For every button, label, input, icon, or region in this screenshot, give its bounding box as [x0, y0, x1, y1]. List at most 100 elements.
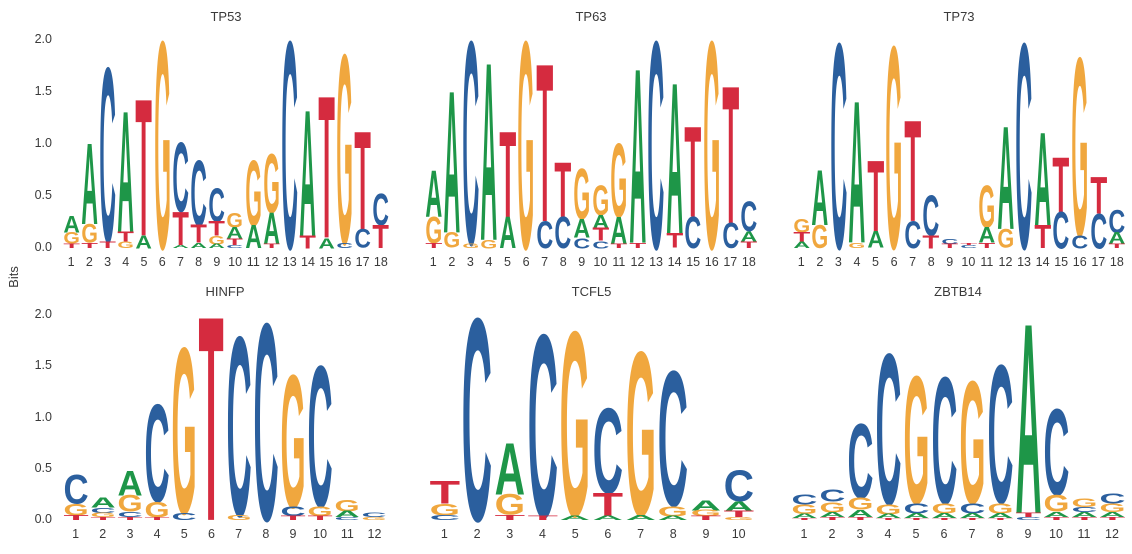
svg-text:C: C: [253, 265, 278, 554]
logo-letter-G: G: [336, 0, 353, 301]
x-tick-label: 11: [980, 255, 994, 269]
logo-letter-A: A: [245, 219, 262, 256]
logo-letter-C: C: [253, 265, 279, 554]
logo-letter-G: G: [875, 501, 902, 518]
y-tick-label: 1.5: [34, 358, 52, 373]
svg-text:T: T: [1043, 516, 1069, 521]
svg-text:C: C: [145, 375, 170, 532]
logo-letter-G: G: [226, 208, 244, 232]
logo-letter-C: C: [354, 223, 371, 254]
x-tick-label: 10: [731, 527, 746, 541]
logo-letter-G: G: [848, 241, 866, 249]
logo-letter-G: G: [462, 242, 480, 249]
logo-panel-zbtb14: ZBTB14 C G A T C G A T C G A T C G A T G C A T C G A T G C A T C G A T A T…: [790, 268, 1126, 554]
logo-letter-G: G: [117, 490, 143, 517]
x-tick-label: 9: [1024, 527, 1032, 541]
svg-text:A: A: [117, 463, 142, 503]
y-tick-label: 1.5: [34, 84, 52, 98]
svg-text:T: T: [685, 99, 702, 245]
logo-letter-A: A: [592, 515, 624, 522]
logo-letter-G: G: [573, 155, 591, 235]
logo-panel-hinfp: HINFP C G T A C G T A G C T C G T G C T C G C G C T C G T G A C C G 1 2 3 4…: [35, 256, 388, 554]
svg-text:T: T: [1053, 142, 1070, 229]
svg-text:G: G: [63, 501, 88, 519]
logo-column: C: [647, 0, 666, 311]
x-tick-label: 5: [140, 255, 148, 269]
x-tick-label: 7: [541, 255, 549, 269]
logo-letter-G: G: [559, 278, 591, 554]
x-tick-label: 5: [504, 255, 511, 269]
logo-letter-T: T: [135, 59, 153, 278]
svg-text:T: T: [593, 487, 623, 523]
svg-text:T: T: [740, 240, 757, 250]
logo-letter-T: T: [793, 230, 811, 245]
logo-letter-A: A: [1043, 510, 1070, 518]
svg-text:C: C: [593, 384, 623, 520]
logo-letter-T: T: [372, 219, 390, 256]
svg-text:T: T: [429, 475, 459, 511]
x-tick-label: 9: [702, 527, 710, 541]
x-tick-label: 2: [473, 527, 481, 541]
x-tick-label: 11: [340, 527, 354, 541]
svg-text:A: A: [190, 241, 207, 250]
svg-text:T: T: [931, 517, 957, 520]
logo-letter-G: G: [931, 500, 958, 517]
logo-letter-C: C: [592, 239, 610, 251]
svg-text:C: C: [1090, 204, 1107, 259]
logo-letter-A: A: [117, 76, 135, 269]
logo-letter-G: G: [171, 299, 197, 554]
svg-text:G: G: [791, 502, 817, 517]
svg-text:A: A: [1108, 229, 1125, 248]
logo-letter-T: T: [904, 91, 922, 253]
logo-letter-A: A: [135, 231, 153, 252]
svg-text:C: C: [941, 237, 958, 245]
logo-letter-G: G: [425, 209, 443, 251]
logo-letter-A: A: [573, 213, 591, 244]
logo-letter-G: G: [819, 499, 846, 516]
logo-letter-A: A: [1108, 229, 1126, 248]
logo-column: G: [885, 0, 904, 310]
y-tick-label: 0.5: [34, 460, 52, 475]
logo-letter-C: C: [1071, 505, 1098, 513]
logo-letter-A: A: [1099, 510, 1126, 518]
logo-letter-G: G: [690, 508, 722, 518]
logo-letter-G: G: [1099, 502, 1126, 515]
logo-letter-T: T: [941, 242, 959, 249]
svg-text:C: C: [63, 467, 88, 513]
svg-text:T: T: [145, 516, 171, 521]
logo-column: T: [198, 256, 225, 554]
svg-text:C: C: [362, 511, 387, 518]
svg-text:G: G: [226, 513, 251, 521]
x-tick-label: 7: [176, 255, 184, 269]
svg-text:A: A: [875, 513, 901, 520]
logo-letter-A: A: [723, 498, 755, 515]
svg-text:T: T: [941, 242, 959, 249]
logo-letter-G: G: [847, 494, 874, 514]
logo-letter-A: A: [610, 209, 628, 253]
logo-letter-T: T: [226, 237, 244, 247]
svg-text:C: C: [1071, 232, 1088, 252]
svg-text:C: C: [987, 325, 1013, 546]
logo-letter-T: T: [63, 243, 80, 250]
svg-text:C: C: [830, 0, 847, 311]
svg-text:C: C: [172, 122, 189, 233]
svg-text:G: G: [625, 303, 655, 554]
logo-letter-C: C: [171, 511, 197, 523]
logo-letter-C: C: [336, 241, 353, 250]
logo-letter-T: T: [117, 229, 135, 246]
